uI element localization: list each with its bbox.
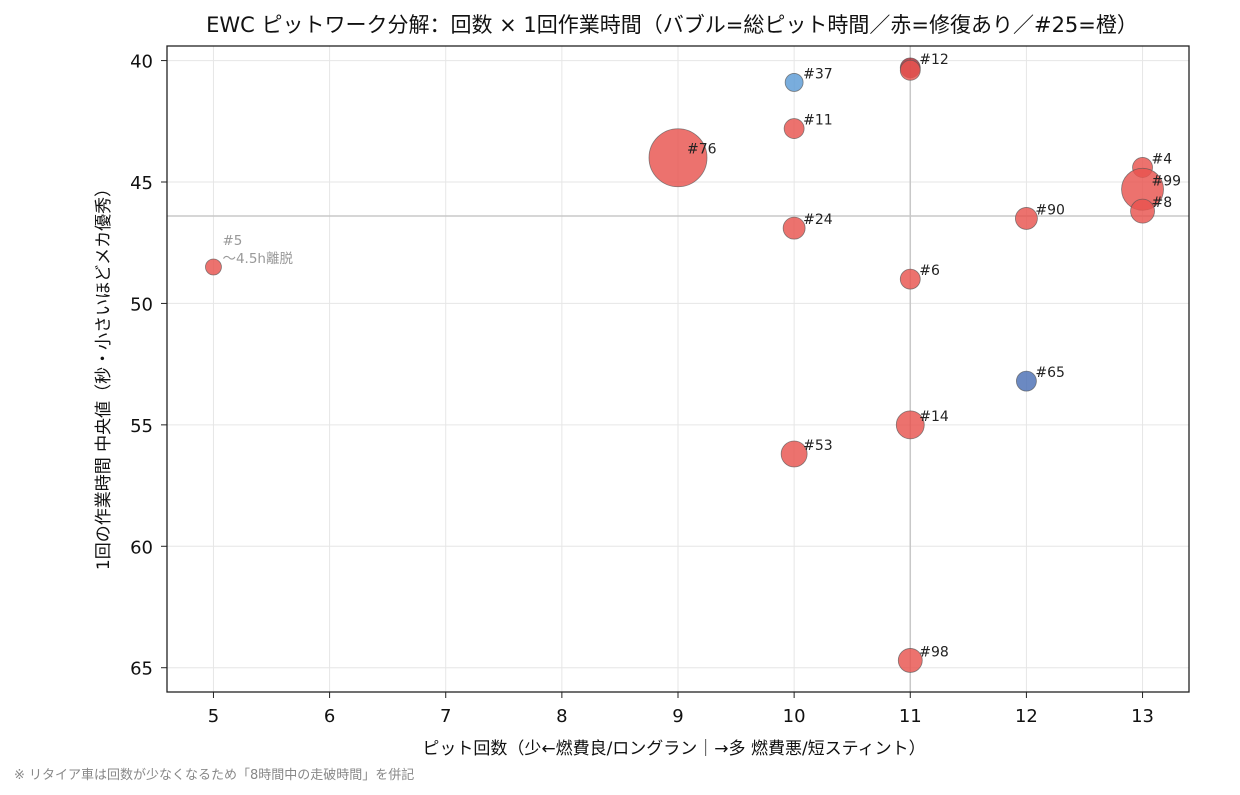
bubble [899, 268, 921, 290]
point-label: #24 [803, 212, 833, 228]
bubble [897, 648, 923, 673]
bubble [782, 216, 806, 240]
point-label: #99 [1152, 173, 1182, 189]
x-tick-label: 5 [208, 706, 219, 727]
point-label: #6 [919, 263, 940, 279]
y-tick-label: 60 [130, 537, 153, 558]
point-label: #4 [1152, 151, 1173, 167]
point-note: 〜4.5h離脱 [222, 251, 293, 267]
bubble [205, 258, 222, 276]
y-tick-label: 40 [130, 52, 153, 73]
y-axis-label: 1回の作業時間 中央値（秒・小さいほどメカ優秀） [94, 180, 114, 570]
bubble [1015, 207, 1038, 230]
point-label: #76 [687, 142, 717, 158]
x-tick-label: 11 [899, 706, 922, 727]
point-label: #11 [803, 113, 833, 129]
point-label: #5 [222, 233, 242, 249]
x-tick-label: 6 [324, 706, 335, 727]
x-axis-label: ピット回数（少←燃費良/ロングラン｜→多 燃費悪/短スティント） [422, 739, 925, 759]
y-tick-label: 55 [130, 416, 153, 437]
bubble [784, 73, 804, 92]
y-tick-label: 45 [130, 173, 153, 194]
x-tick-label: 13 [1131, 706, 1154, 727]
y-tick-label: 65 [130, 659, 153, 680]
x-tick-label: 8 [556, 706, 567, 727]
point-label: #90 [1035, 202, 1065, 218]
point-label: #8 [1152, 195, 1173, 211]
x-tick-label: 10 [783, 706, 806, 727]
x-tick-label: 12 [1015, 706, 1038, 727]
x-tick-label: 9 [672, 706, 683, 727]
footnote: ※ リタイア車は回数が少なくなるため「8時間中の走破時間」を併記 [14, 768, 415, 783]
point-label: #14 [919, 409, 949, 425]
chart-title: EWC ピットワーク分解：回数 × 1回作業時間（バブル=総ピット時間／赤=修復… [206, 13, 1138, 37]
grid [167, 46, 1189, 692]
bubble [780, 440, 808, 468]
point-label: #65 [1035, 365, 1065, 381]
point-label: #37 [803, 66, 833, 82]
axis-ticks: 5 6 7 8 9 10 11 12 13 40 45 50 55 60 65 [130, 52, 1154, 727]
y-tick-label: 50 [130, 294, 153, 315]
point-label: #53 [803, 438, 833, 454]
point-labels: #12 #37 #11 #76 #4 #99 #8 #90 #24 #5 〜4.5h離脱 #6 #65 #… [222, 52, 1181, 661]
x-tick-label: 7 [440, 706, 451, 727]
bubble [899, 59, 921, 81]
bubble [895, 410, 925, 440]
bubble [1016, 370, 1037, 392]
point-label: #98 [919, 644, 949, 660]
bubble [648, 128, 708, 188]
point-label: #12 [919, 52, 949, 68]
data-points [205, 57, 1164, 673]
bubble [783, 118, 805, 139]
bubble [1130, 198, 1155, 224]
